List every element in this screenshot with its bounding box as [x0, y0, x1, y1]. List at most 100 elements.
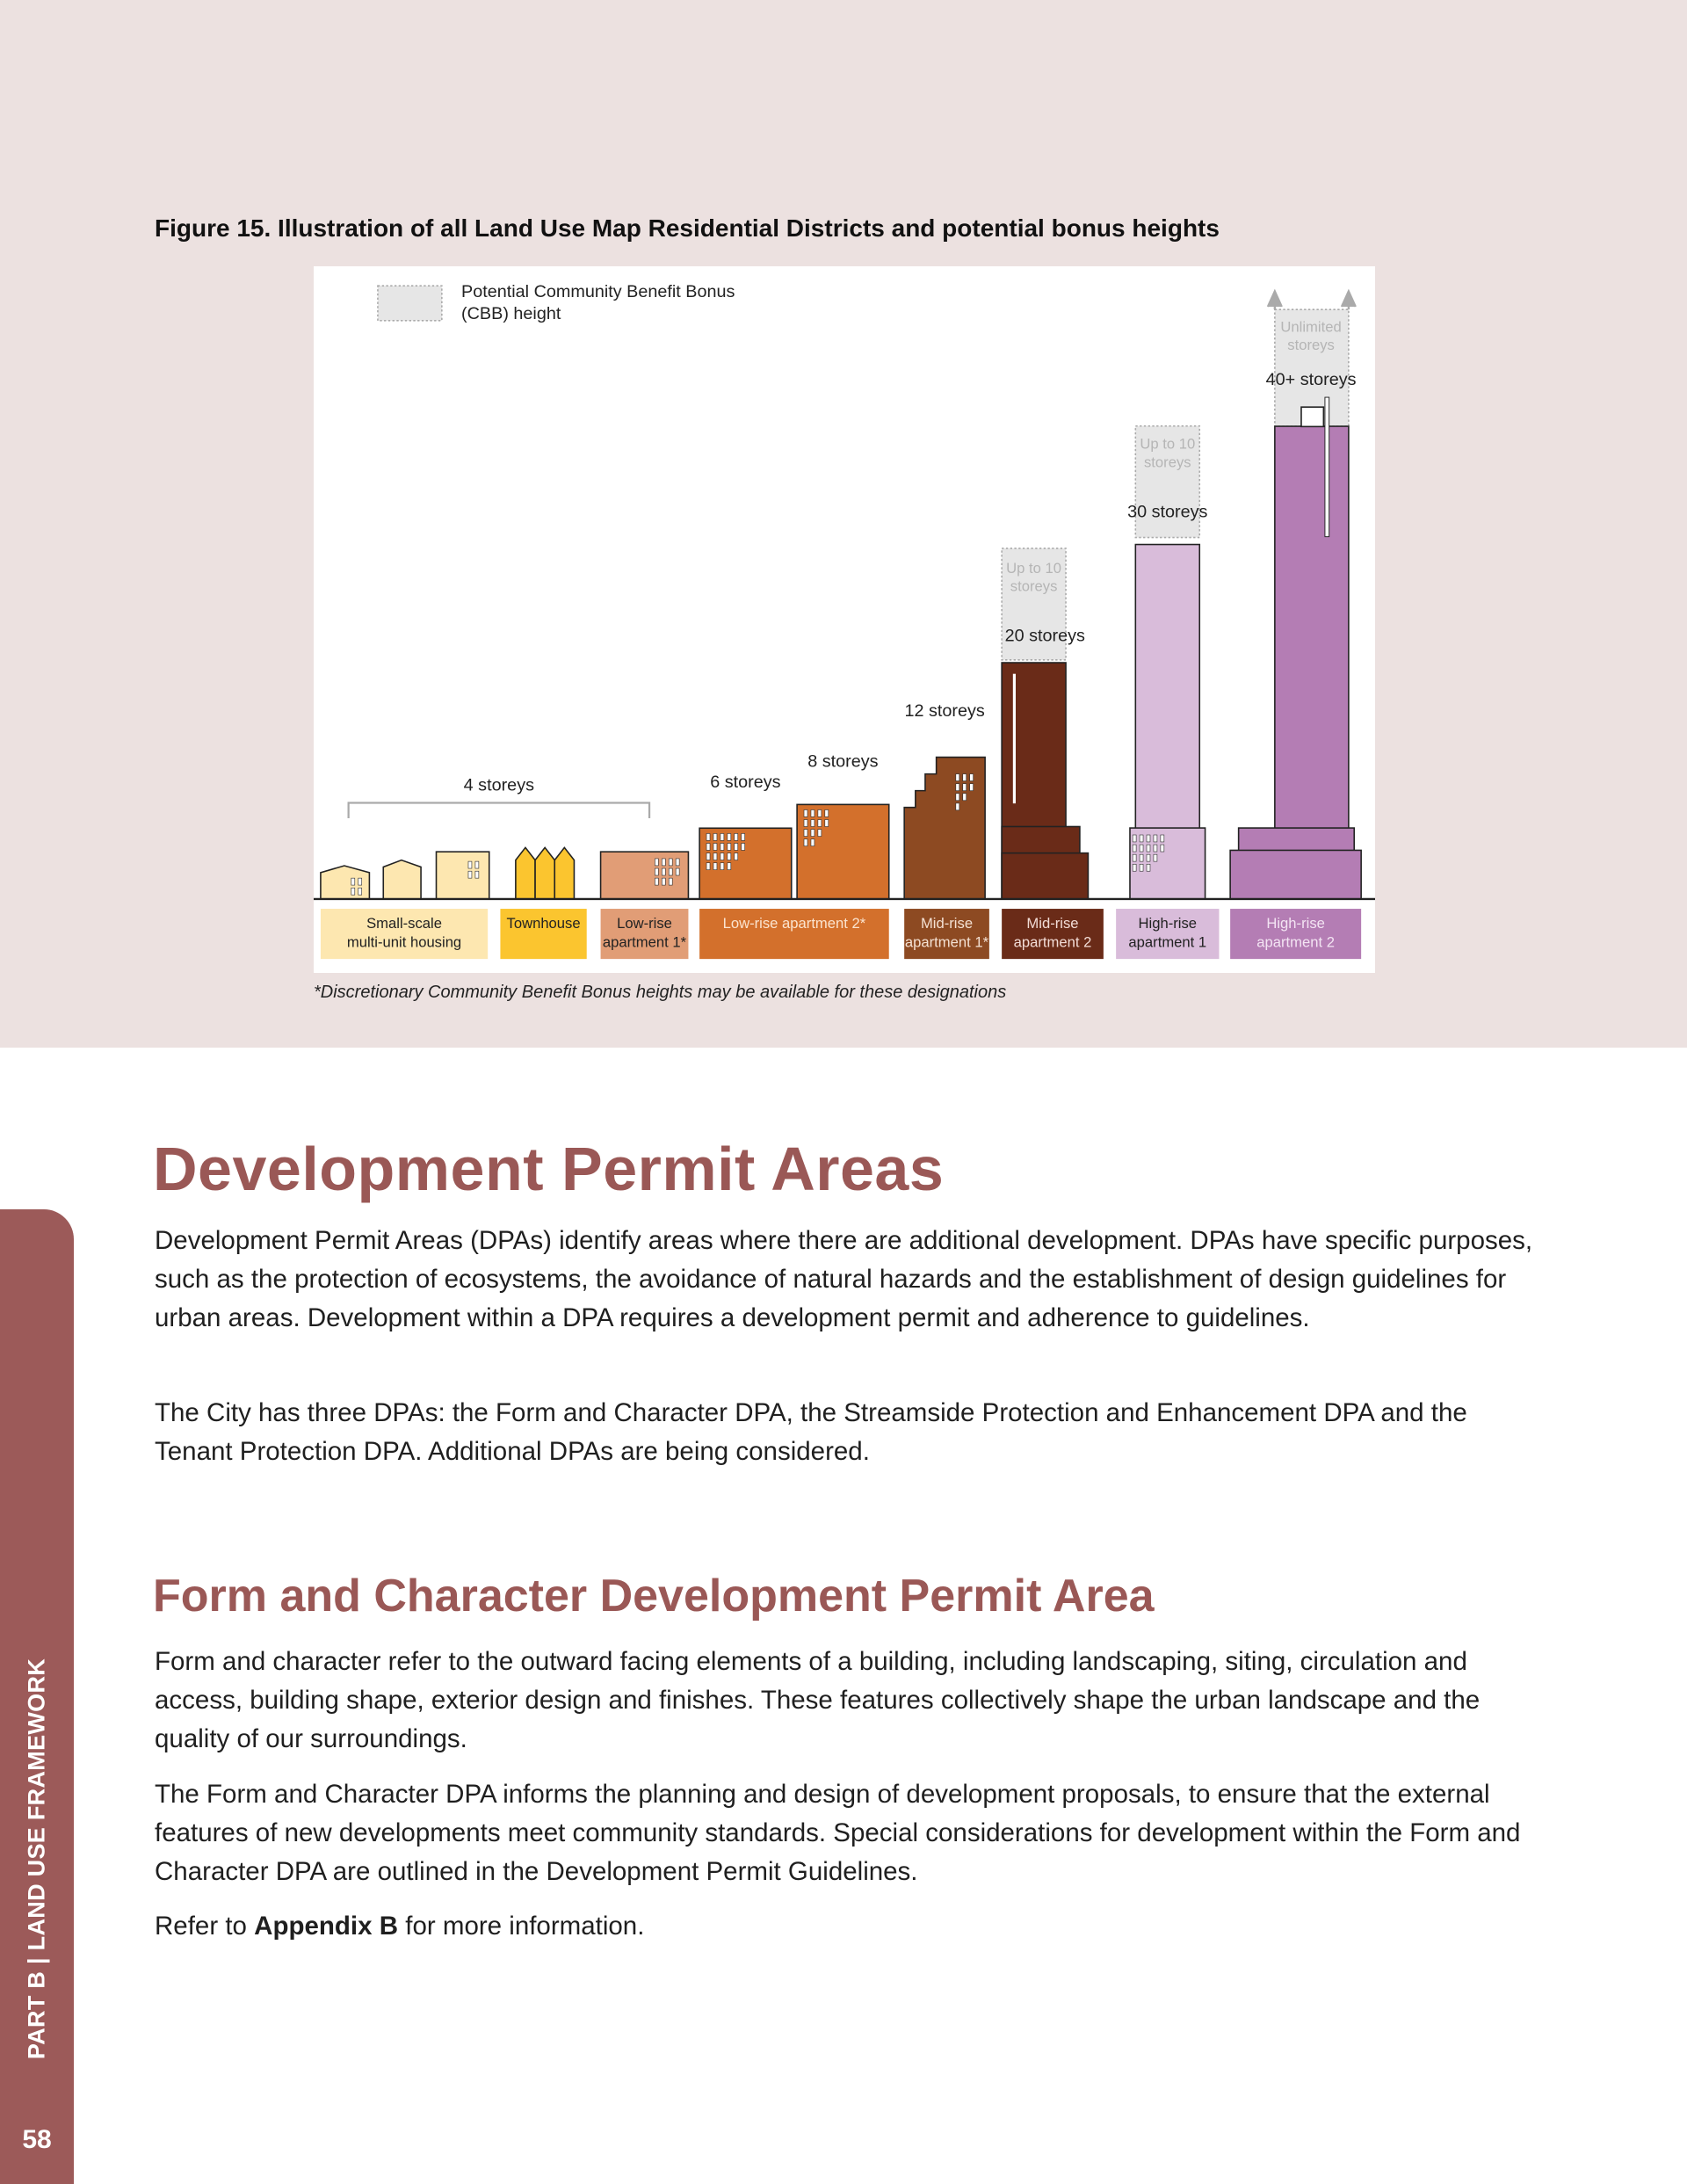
window: [803, 838, 808, 847]
window: [706, 843, 711, 851]
window: [1153, 834, 1158, 843]
window: [962, 793, 967, 802]
bar-small-scale-building: [435, 851, 490, 900]
figure-title: Figure 15. Illustration of all Land Use …: [155, 214, 1220, 242]
window: [706, 853, 711, 860]
category-box-7: [1116, 909, 1220, 960]
window: [955, 783, 960, 791]
window: [803, 819, 808, 827]
cbb-box-mid-rise-apartment-2: [1001, 548, 1067, 661]
window: [962, 773, 967, 781]
label-8-storeys: 8 storeys: [807, 751, 878, 771]
window: [955, 773, 960, 781]
sidebar-section-label: PART B | LAND USE FRAMEWORK: [23, 1658, 50, 2060]
fc-p3-suffix: for more information.: [398, 1912, 645, 1941]
category-label: apartment 2: [1014, 934, 1092, 951]
category-box-3: [600, 909, 689, 960]
category-box-4: [699, 909, 889, 960]
legend-line-2: (CBB) height: [461, 304, 561, 323]
fc-paragraph-1: Form and character refer to the outward …: [155, 1647, 1481, 1753]
window: [655, 858, 659, 867]
window: [668, 867, 673, 876]
category-box-5: [904, 909, 989, 960]
dpa-paragraph-1: Development Permit Areas (DPAs) identify…: [155, 1226, 1533, 1332]
window: [713, 862, 718, 870]
window: [1139, 834, 1144, 843]
window: [351, 877, 356, 886]
window: [727, 843, 732, 851]
window: [727, 853, 732, 860]
category-label: Mid-rise: [1026, 915, 1078, 932]
fc-paragraph-3: Refer to Appendix B for more information…: [155, 1907, 1543, 1946]
window: [668, 877, 673, 886]
sidebar-tab: [0, 1209, 74, 2184]
category-box-2: [500, 909, 587, 960]
category-label: Small-scale: [366, 915, 442, 932]
category-label: multi-unit housing: [347, 934, 461, 951]
window: [955, 802, 960, 811]
appendix-b-reference: Appendix B: [254, 1912, 399, 1941]
label-4-storeys: 4 storeys: [464, 775, 534, 795]
window: [1160, 844, 1165, 853]
window: [741, 843, 745, 851]
bar-low-rise-apartment-1: [599, 851, 690, 900]
window: [474, 870, 480, 879]
category-label: High-rise: [1139, 915, 1198, 932]
legend-cbb-swatch: [377, 285, 443, 322]
bar-townhouse-unit-1: [515, 846, 536, 900]
window: [817, 809, 822, 817]
window: [655, 877, 659, 886]
label-40-plus-storeys: 40+ storeys: [1266, 370, 1357, 389]
window: [817, 829, 822, 837]
category-label: Mid-rise: [921, 915, 973, 932]
category-box-8: [1230, 909, 1362, 960]
window: [358, 887, 363, 896]
bar-small-scale-house-1: [320, 865, 371, 900]
bar-townhouse-unit-3: [554, 846, 576, 900]
window: [1146, 853, 1151, 862]
cbb-mr2-line1: Up to 10: [1006, 560, 1061, 577]
four-storey-bracket: [347, 802, 651, 818]
window: [720, 833, 725, 841]
cbb-hr2-line2: storeys: [1287, 337, 1335, 353]
window: [1139, 853, 1144, 862]
bar-mid-rise-apartment-1: [903, 756, 986, 900]
window: [803, 829, 808, 837]
high-rise-2-rooftop: [1300, 406, 1325, 428]
window: [727, 862, 732, 870]
label-12-storeys: 12 storeys: [904, 701, 984, 721]
fc-paragraph-2: The Form and Character DPA informs the p…: [155, 1780, 1521, 1886]
window: [467, 860, 473, 869]
window: [1153, 844, 1158, 853]
bar-high-rise-apartment-2-tower: [1274, 425, 1350, 900]
window: [1132, 844, 1137, 853]
section-heading-dpa: Development Permit Areas: [153, 1135, 945, 1203]
window: [969, 783, 974, 791]
window: [1146, 844, 1151, 853]
category-box-6: [1002, 909, 1104, 960]
category-label: apartment 1*: [603, 934, 687, 951]
window: [1132, 853, 1137, 862]
figure-footnote: *Discretionary Community Benefit Bonus h…: [314, 983, 1007, 1002]
window: [1139, 844, 1144, 853]
window: [810, 829, 815, 837]
cbb-hr1-line1: Up to 10: [1140, 436, 1195, 453]
category-label: apartment 1*: [905, 934, 989, 951]
window: [713, 833, 718, 841]
window: [668, 858, 673, 867]
window: [662, 858, 666, 867]
window: [1139, 863, 1144, 872]
window: [467, 870, 473, 879]
window: [824, 819, 829, 827]
label-30-storeys: 30 storeys: [1127, 502, 1207, 521]
window: [351, 887, 356, 896]
window: [358, 877, 363, 886]
fc-p3-prefix: Refer to: [155, 1912, 255, 1941]
category-label: Low-rise: [617, 915, 672, 932]
bar-townhouse-unit-2: [534, 846, 556, 900]
window: [962, 783, 967, 791]
window: [727, 833, 732, 841]
window: [734, 853, 739, 860]
window: [720, 853, 725, 860]
window: [713, 853, 718, 860]
